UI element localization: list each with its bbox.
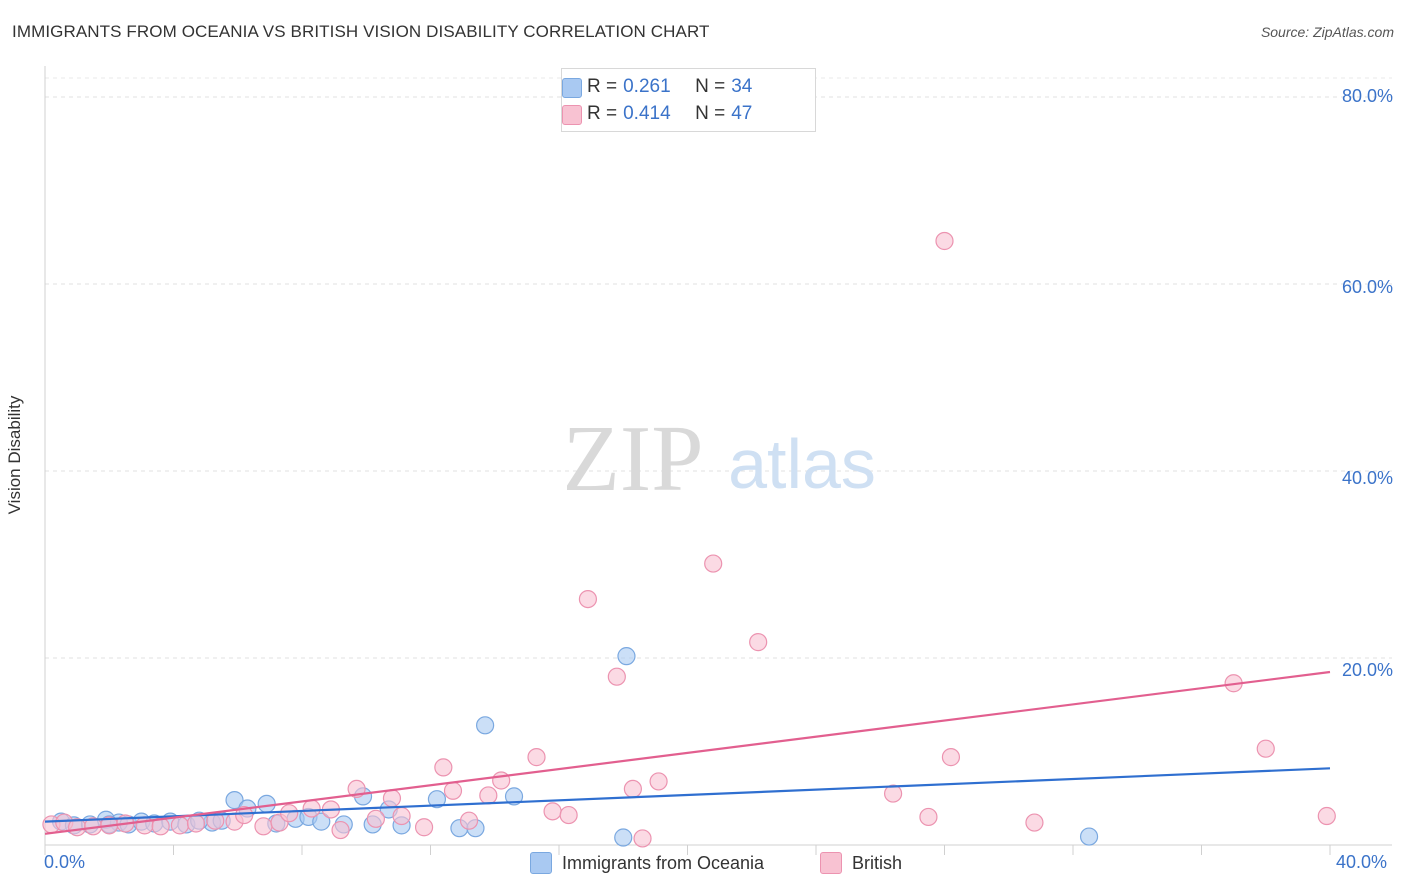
british-point [1317,806,1336,826]
n-label: N = [695,76,726,97]
british-point [459,811,479,830]
british-point [578,589,598,609]
legend-item-oceania: Immigrants from Oceania [530,852,764,874]
british-point [434,758,453,777]
data-points [42,231,1336,848]
source-label: Source: ZipAtlas.com [1260,24,1394,40]
chart-title: IMMIGRANTS FROM OCEANIA VS BRITISH VISIO… [12,22,710,41]
stats-row-oceania: R = 0.261 N = 34 [562,75,753,99]
oceania-point [617,647,636,666]
british-point [414,818,434,837]
oceania-point [504,787,524,806]
british-point [607,667,626,686]
x-tick-label: 40.0% [1336,852,1388,872]
british-point [649,772,668,791]
british-point [543,802,562,821]
legend-swatch-oceania [530,852,552,874]
oceania-point [257,794,276,813]
oceania-point [1079,827,1099,846]
british-point [883,784,903,803]
british-point [479,786,498,805]
legend-swatch-oceania [562,78,582,98]
legend-item-british: British [820,852,902,874]
series-legend: Immigrants from Oceania British [0,852,1406,876]
british-point [704,554,723,573]
british-point [331,820,350,840]
x-tick-label: 0.0% [44,852,86,872]
british-point [382,789,402,808]
legend-label: Immigrants from Oceania [562,852,765,873]
n-value: 47 [731,103,753,124]
british-point [170,816,190,835]
oceania-point [476,716,495,735]
y-axis-label: Vision Disability [5,395,24,515]
r-value: 0.261 [623,76,671,97]
stats-row-british: R = 0.414 N = 47 [562,102,753,126]
british-point [302,799,321,818]
legend-swatch-british [562,105,582,125]
y-tick-label: 40.0% [1341,468,1393,488]
oceania-trend-line [44,767,1331,823]
oceania-point [614,828,633,847]
n-value: 34 [731,76,753,97]
british-point [1025,813,1044,832]
british-point [254,817,273,836]
british-point [1256,739,1275,758]
y-tick-label: 60.0% [1341,277,1393,297]
watermark: ZIP atlas [563,407,876,511]
british-point [633,829,652,848]
trend-lines [44,670,1331,835]
y-tick-label: 20.0% [1341,660,1393,680]
legend-swatch-british [820,852,842,874]
oceania-point [312,812,331,831]
axes [44,66,1392,855]
watermark-zip: ZIP [563,407,704,511]
r-label: R = [587,76,618,97]
british-point [280,804,299,823]
n-label: N = [695,103,726,124]
oceania-point [427,790,447,809]
british-point [749,633,768,652]
watermark-atlas: atlas [728,425,876,503]
british-point [235,805,254,825]
stats-legend: R = 0.261 N = 34 R = 0.414 N = 47 [561,68,816,132]
oceania-point [225,791,244,810]
british-point [443,781,463,800]
legend-label: British [852,852,903,873]
grid-lines [45,77,1392,659]
british-point [935,231,954,251]
british-point [919,807,938,827]
british-point [559,805,578,825]
british-point [366,809,385,828]
british-point [186,814,206,833]
r-label: R = [587,103,618,124]
r-value: 0.414 [623,103,671,124]
y-tick-label: 80.0% [1341,86,1393,106]
british-trend-line [44,670,1331,835]
british-point [941,748,961,767]
british-point [623,779,642,799]
british-point [527,748,546,767]
british-point [392,806,411,826]
